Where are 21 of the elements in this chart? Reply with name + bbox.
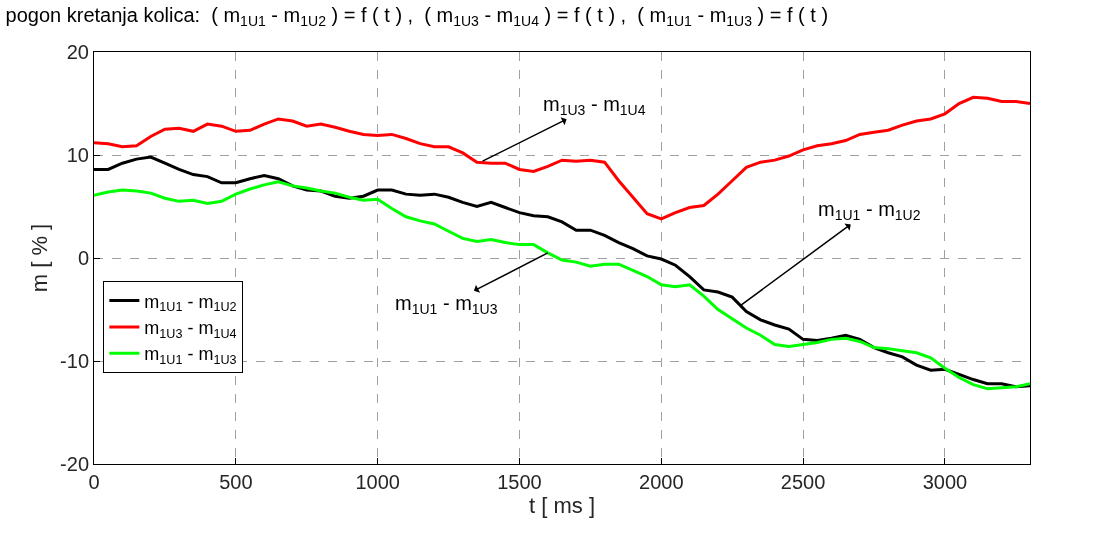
annotation: m$_{1U3}$ - m$_{1U4}$ — [543, 93, 646, 119]
line-series — [94, 95, 1030, 221]
y-tick-label: -20 — [60, 453, 89, 475]
x-tick-label: 1500 — [497, 471, 542, 493]
y-tick-label: -10 — [60, 350, 89, 372]
legend-label: m$_{1U3}$ - m$_{1U4}$ — [144, 317, 237, 341]
x-tick-label: 3000 — [922, 471, 968, 493]
y-tick-label: 0 — [77, 247, 89, 269]
y-tick-label: 20 — [66, 41, 89, 63]
x-tick-label: 1000 — [355, 471, 400, 493]
y-tick-label: 10 — [66, 144, 89, 166]
legend-label: m$_{1U1}$ - m$_{1U2}$ — [144, 291, 237, 315]
annotation: m$_{1U1}$ - m$_{1U2}$ — [818, 198, 921, 224]
x-tick-label: 500 — [219, 471, 253, 493]
x-tick-label: 2500 — [780, 471, 826, 493]
y-axis-title: m [ % ] — [26, 223, 52, 293]
annotation: m$_{1U1}$ - m$_{1U3}$ — [395, 292, 498, 318]
x-axis-title: t [ ms ] — [529, 493, 595, 518]
x-tick-label: 2000 — [639, 471, 684, 493]
legend-label: m$_{1U1}$ - m$_{1U3}$ — [144, 344, 237, 368]
chart-title: pogon kretanja kolica: ( m$_{1U1}$ - m$_{1U2}$ ) = f ( t ) , ( m$_{1U3}$ - m$_{1U4}$ ) = f ( t ) , ( m$_{1U1}$ - m$_{1U3}$ ) = f ( t ) — [5, 4, 829, 30]
